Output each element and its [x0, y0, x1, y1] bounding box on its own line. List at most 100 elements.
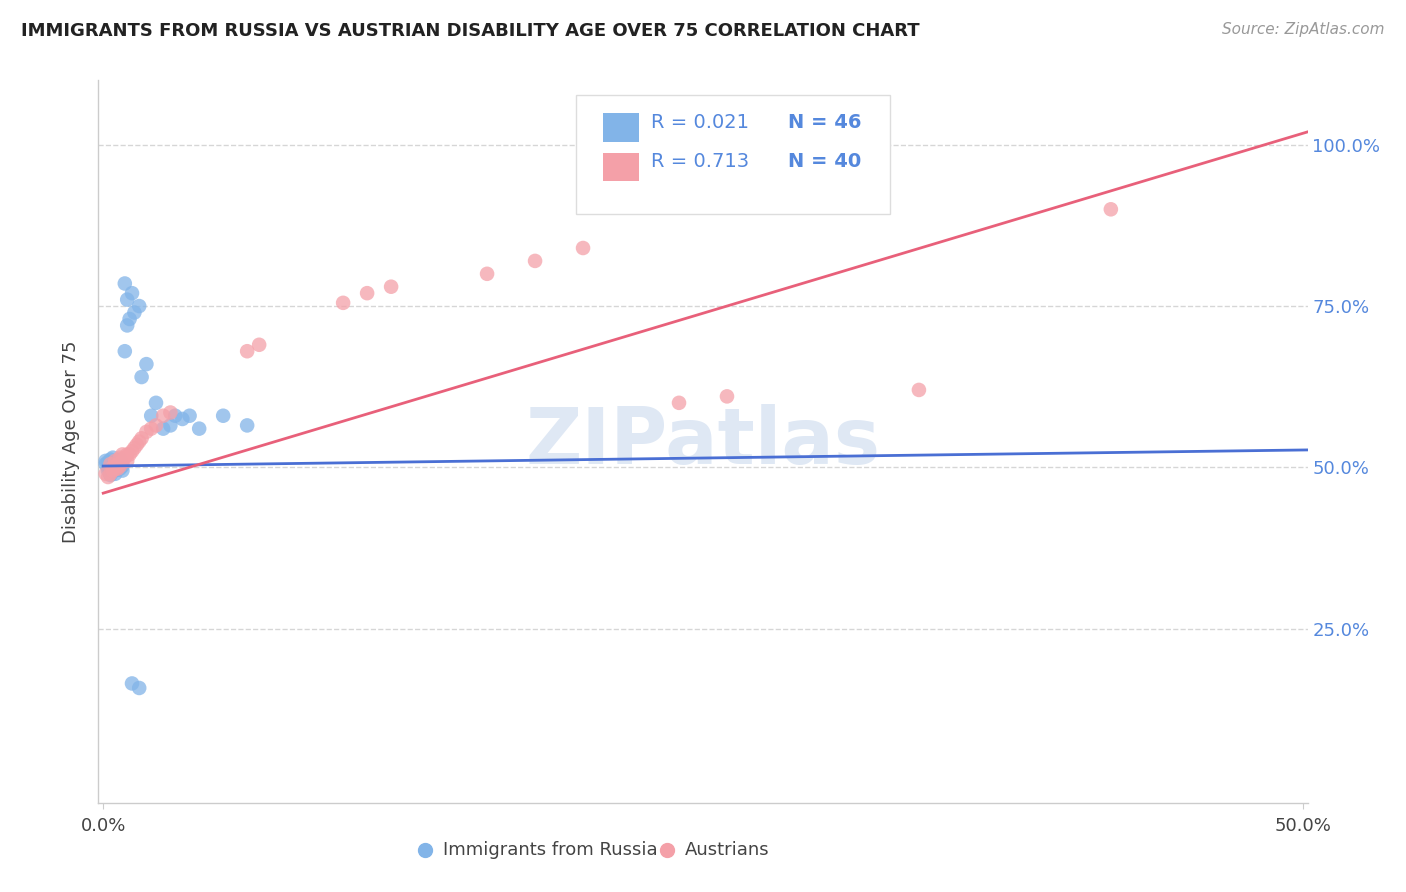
Text: R = 0.713: R = 0.713 — [651, 153, 749, 171]
Text: N = 46: N = 46 — [787, 112, 860, 132]
Point — [118, 312, 141, 326]
Point — [100, 467, 122, 481]
Point — [101, 464, 124, 478]
FancyBboxPatch shape — [603, 112, 638, 142]
Point — [125, 438, 148, 452]
FancyBboxPatch shape — [603, 153, 638, 181]
Point — [100, 457, 122, 471]
Point — [1219, 825, 1241, 839]
Point — [159, 405, 181, 419]
Point — [101, 460, 124, 475]
FancyBboxPatch shape — [576, 95, 890, 214]
Point — [145, 396, 167, 410]
Point — [128, 299, 150, 313]
Point — [104, 457, 127, 471]
Text: Immigrants from Russia: Immigrants from Russia — [443, 841, 658, 859]
Point — [108, 457, 131, 471]
Point — [159, 418, 181, 433]
Point — [108, 450, 131, 465]
Point — [111, 455, 134, 469]
Point — [121, 286, 143, 301]
Point — [104, 464, 127, 478]
Point — [124, 305, 146, 319]
Point — [108, 461, 131, 475]
Point — [97, 470, 120, 484]
Point — [107, 458, 129, 473]
Point — [100, 468, 122, 483]
Point — [135, 357, 157, 371]
Point — [740, 825, 762, 839]
Point — [115, 318, 138, 333]
Point — [141, 409, 163, 423]
Point — [104, 454, 127, 468]
Text: R = 0.021: R = 0.021 — [651, 112, 749, 132]
Point — [128, 681, 150, 695]
Point — [572, 241, 595, 255]
Point — [104, 460, 127, 475]
Point — [141, 422, 163, 436]
Point — [236, 344, 259, 359]
Point — [1099, 202, 1122, 217]
Point — [111, 447, 134, 461]
Point — [94, 467, 117, 481]
Point — [475, 267, 498, 281]
Point — [332, 296, 354, 310]
Point — [165, 409, 187, 423]
Point — [111, 458, 134, 473]
Text: ZIPatlas: ZIPatlas — [526, 403, 880, 480]
Point — [101, 450, 124, 465]
Point — [97, 455, 120, 469]
Point — [145, 418, 167, 433]
Point — [115, 293, 138, 307]
Point — [114, 277, 136, 291]
Point — [107, 457, 129, 471]
Point — [716, 389, 738, 403]
Y-axis label: Disability Age Over 75: Disability Age Over 75 — [62, 340, 80, 543]
Point — [108, 452, 131, 467]
Point — [107, 461, 129, 475]
Point — [107, 454, 129, 468]
Point — [179, 409, 201, 423]
Point — [115, 447, 138, 461]
Point — [121, 444, 143, 458]
Point — [107, 462, 129, 476]
Point — [152, 409, 174, 423]
Point — [100, 458, 122, 473]
Point — [114, 450, 136, 465]
Point — [236, 418, 259, 433]
Point — [94, 454, 117, 468]
Point — [356, 286, 378, 301]
Point — [172, 412, 194, 426]
Point — [131, 370, 153, 384]
Point — [97, 464, 120, 478]
Point — [188, 422, 211, 436]
Point — [908, 383, 931, 397]
Point — [100, 462, 122, 476]
Point — [114, 344, 136, 359]
Text: IMMIGRANTS FROM RUSSIA VS AUSTRIAN DISABILITY AGE OVER 75 CORRELATION CHART: IMMIGRANTS FROM RUSSIA VS AUSTRIAN DISAB… — [21, 22, 920, 40]
Point — [524, 254, 547, 268]
Point — [380, 279, 402, 293]
Point — [131, 431, 153, 445]
Point — [128, 434, 150, 449]
Point — [247, 338, 270, 352]
Point — [100, 452, 122, 467]
Point — [104, 461, 127, 475]
Point — [111, 464, 134, 478]
Point — [152, 422, 174, 436]
Point — [668, 396, 690, 410]
Point — [121, 676, 143, 690]
Point — [115, 454, 138, 468]
Point — [97, 460, 120, 475]
Point — [101, 461, 124, 475]
Point — [108, 458, 131, 473]
Point — [104, 467, 127, 481]
Text: N = 40: N = 40 — [787, 153, 860, 171]
Text: Source: ZipAtlas.com: Source: ZipAtlas.com — [1222, 22, 1385, 37]
Text: Austrians: Austrians — [685, 841, 769, 859]
Point — [124, 441, 146, 455]
Point — [101, 457, 124, 471]
Point — [94, 457, 117, 471]
Point — [135, 425, 157, 439]
Point — [212, 409, 235, 423]
